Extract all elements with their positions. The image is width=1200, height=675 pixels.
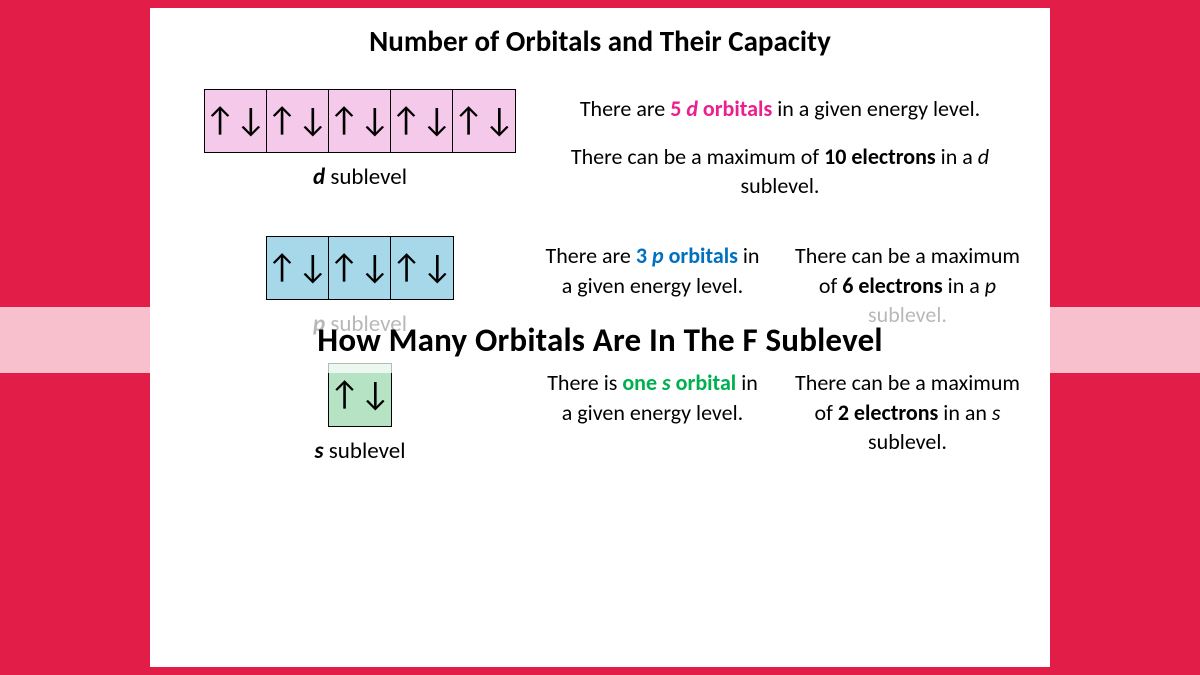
text-d: There are 5 d orbitals in a given energy… bbox=[540, 89, 1020, 201]
d-electrons-max-text: There can be a maximum of 10 electrons i… bbox=[540, 142, 1020, 201]
orbital-boxes-d: ↑↓↑↓↑↓↑↓↑↓ bbox=[204, 89, 516, 153]
label-s-sublevel: s sublevel bbox=[180, 437, 540, 465]
d-orbitals-count-text: There are 5 d orbitals in a given energy… bbox=[580, 94, 980, 124]
slide-title: Number of Orbitals and Their Capacity bbox=[180, 23, 1020, 59]
text-s: There is one s orbital in a given energy… bbox=[540, 363, 1020, 457]
label-d-sublevel: d sublevel bbox=[180, 163, 540, 191]
orbital-box: ↑↓ bbox=[329, 364, 391, 426]
orbital-box: ↑↓ bbox=[329, 237, 391, 299]
orbital-box: ↑↓ bbox=[267, 237, 329, 299]
diagram-s: ↑↓ s sublevel bbox=[180, 363, 540, 465]
orbital-box: ↑↓ bbox=[391, 237, 453, 299]
orbital-box: ↑↓ bbox=[205, 90, 267, 152]
overlay-title-band: How Many Orbitals Are In The F Sublevel bbox=[0, 307, 1200, 373]
s-electrons-max-text: There can be a maximum of 2 electrons in… bbox=[795, 368, 1020, 457]
orbital-box: ↑↓ bbox=[329, 90, 391, 152]
row-d-sublevel: ↑↓↑↓↑↓↑↓↑↓ d sublevel There are 5 d orbi… bbox=[180, 89, 1020, 201]
orbital-box: ↑↓ bbox=[391, 90, 453, 152]
overlay-title-text: How Many Orbitals Are In The F Sublevel bbox=[317, 320, 882, 360]
s-orbitals-count-text: There is one s orbital in a given energy… bbox=[540, 368, 765, 457]
orbital-boxes-p: ↑↓↑↓↑↓ bbox=[266, 236, 454, 300]
row-s-sublevel: ↑↓ s sublevel There is one s orbital in … bbox=[180, 363, 1020, 465]
diagram-d: ↑↓↑↓↑↓↑↓↑↓ d sublevel bbox=[180, 89, 540, 191]
orbital-box: ↑↓ bbox=[267, 90, 329, 152]
orbital-box: ↑↓ bbox=[453, 90, 515, 152]
